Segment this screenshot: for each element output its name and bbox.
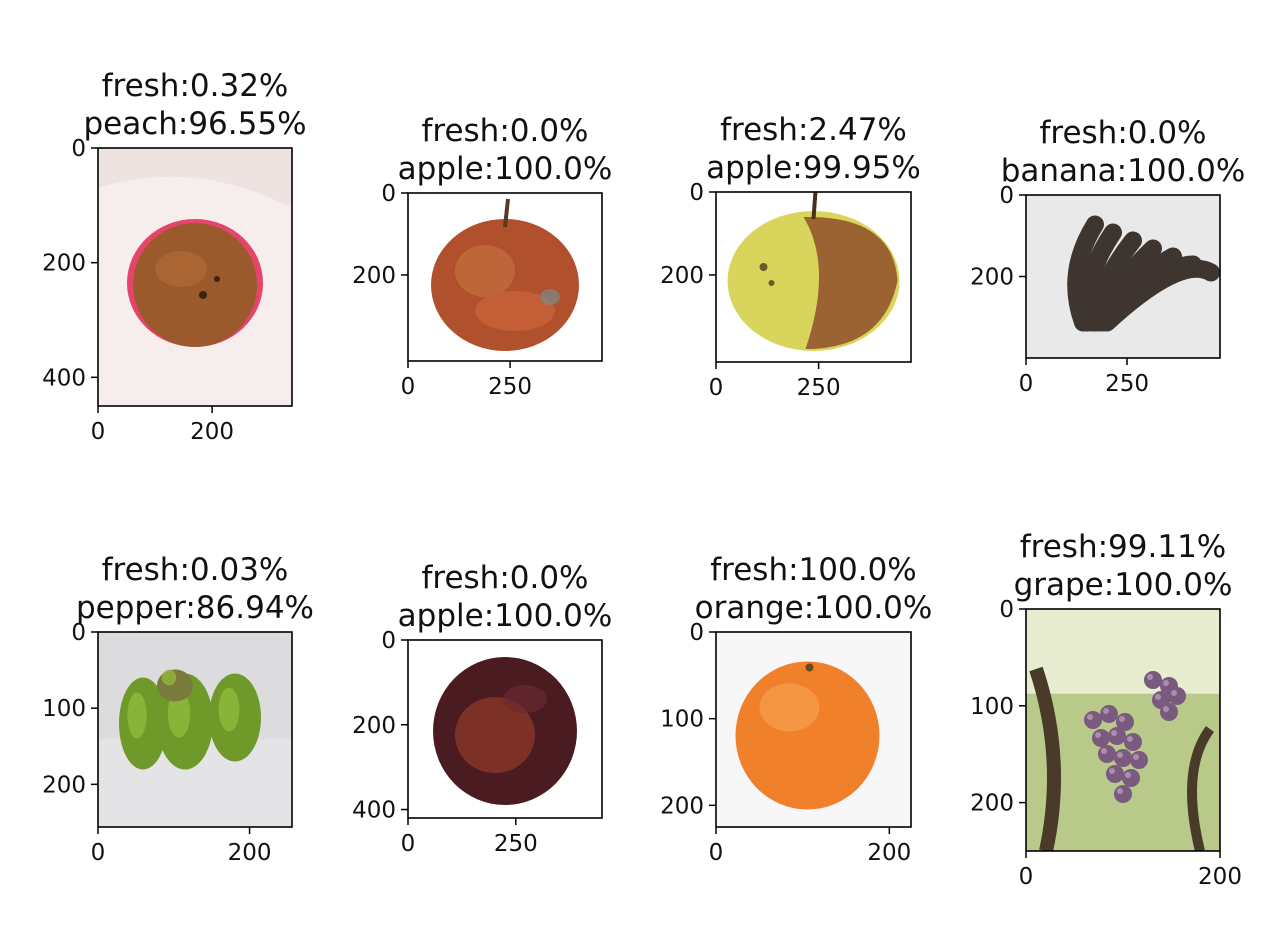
subplot-title-class: apple:100.0% <box>398 151 613 187</box>
subplot-title-class: peach:96.55% <box>83 106 306 142</box>
subplot-title-fresh: fresh:99.11% <box>1020 529 1227 565</box>
y-tick-label: 200 <box>352 263 396 289</box>
fruit-image <box>98 148 292 406</box>
y-tick-label: 200 <box>42 772 86 798</box>
y-tick-label: 0 <box>999 183 1014 209</box>
x-tick-label: 200 <box>190 419 234 445</box>
x-tick-label: 0 <box>401 374 416 400</box>
axes-frame <box>715 191 912 363</box>
x-tick-label: 0 <box>91 840 106 866</box>
fruit-image <box>408 193 602 361</box>
x-tick-label: 250 <box>1105 371 1149 397</box>
x-tick-label: 250 <box>494 831 538 857</box>
y-tick-label: 200 <box>42 251 86 277</box>
x-tick-label: 250 <box>797 375 841 401</box>
subplot-title-class: apple:99.95% <box>706 150 921 186</box>
y-tick-label: 0 <box>689 180 704 206</box>
y-tick-label: 0 <box>71 136 86 162</box>
fruit-image <box>1026 195 1220 358</box>
subplot-title-class: orange:100.0% <box>695 590 933 626</box>
subplot-title-class: grape:100.0% <box>1014 567 1233 603</box>
y-tick-label: 100 <box>660 707 704 733</box>
x-tick-label: 0 <box>709 375 724 401</box>
x-tick-label: 250 <box>488 374 532 400</box>
y-tick-label: 0 <box>71 620 86 646</box>
subplot-title-class: pepper:86.94% <box>76 590 314 626</box>
fruit-image <box>98 632 292 827</box>
y-tick-label: 200 <box>970 265 1014 291</box>
subplot-title-fresh: fresh:0.32% <box>102 68 289 104</box>
y-tick-label: 0 <box>999 597 1014 623</box>
subplot-title-class: banana:100.0% <box>1001 153 1246 189</box>
y-tick-label: 100 <box>42 696 86 722</box>
x-tick-label: 200 <box>867 840 911 866</box>
x-tick-label: 0 <box>91 419 106 445</box>
x-tick-label: 0 <box>709 840 724 866</box>
y-tick-label: 200 <box>352 713 396 739</box>
subplot-title-fresh: fresh:2.47% <box>720 112 907 148</box>
axes-frame <box>1025 608 1221 852</box>
y-tick-label: 0 <box>381 628 396 654</box>
subplot-title-fresh: fresh:100.0% <box>710 552 917 588</box>
subplot-title-fresh: fresh:0.0% <box>421 113 588 149</box>
x-tick-label: 0 <box>1019 864 1034 890</box>
fruit-image <box>716 632 911 827</box>
subplot-title-fresh: fresh:0.0% <box>421 560 588 596</box>
x-tick-label: 200 <box>1198 864 1242 890</box>
x-tick-label: 200 <box>228 840 272 866</box>
subplot-title-fresh: fresh:0.0% <box>1039 115 1206 151</box>
fruit-image <box>1026 609 1220 851</box>
y-tick-label: 100 <box>970 694 1014 720</box>
x-tick-label: 0 <box>1019 371 1034 397</box>
axes-frame <box>715 631 912 828</box>
axes-frame <box>407 192 603 362</box>
y-tick-label: 400 <box>42 365 86 391</box>
fruit-image <box>408 640 602 818</box>
y-tick-label: 0 <box>381 181 396 207</box>
subplot-title-fresh: fresh:0.03% <box>102 552 289 588</box>
y-tick-label: 200 <box>660 263 704 289</box>
axes-frame <box>97 631 293 828</box>
axes-frame <box>407 639 603 819</box>
axes-frame <box>97 147 293 407</box>
y-tick-label: 200 <box>970 791 1014 817</box>
subplot-title-class: apple:100.0% <box>398 598 613 634</box>
y-tick-label: 200 <box>660 793 704 819</box>
y-tick-label: 400 <box>352 798 396 824</box>
fruit-image <box>716 192 911 362</box>
x-tick-label: 0 <box>401 831 416 857</box>
y-tick-label: 0 <box>689 620 704 646</box>
